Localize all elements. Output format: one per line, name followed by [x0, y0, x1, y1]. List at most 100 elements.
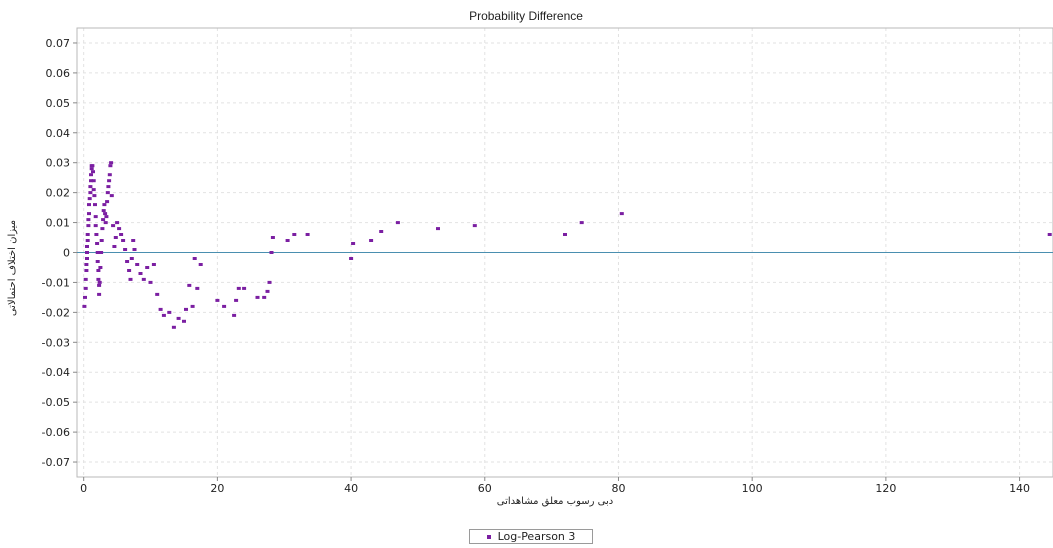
data-point	[85, 251, 89, 254]
data-point	[89, 179, 93, 183]
data-point	[96, 269, 101, 272]
data-point	[86, 218, 91, 222]
data-point	[87, 203, 91, 207]
data-point	[190, 304, 195, 308]
data-point	[129, 257, 134, 260]
data-point	[106, 185, 111, 189]
data-point	[176, 316, 181, 320]
data-point	[95, 260, 100, 263]
data-point	[121, 239, 126, 242]
data-point	[255, 295, 260, 299]
y-tick-label: -0.06	[42, 426, 70, 439]
legend: Log-Pearson 3	[469, 529, 593, 544]
data-point	[141, 277, 146, 281]
data-point	[148, 280, 153, 284]
data-point	[85, 245, 89, 248]
data-point	[192, 257, 197, 260]
data-point	[88, 185, 93, 189]
data-point	[87, 212, 91, 216]
data-point	[236, 286, 241, 290]
y-tick-label: 0.01	[46, 217, 71, 230]
data-point	[83, 286, 88, 290]
data-point	[619, 212, 624, 216]
y-tick-label: -0.04	[42, 366, 70, 379]
data-point	[109, 161, 114, 165]
x-axis-title: دبی رسوب معلق مشاهداتی	[497, 496, 613, 507]
data-point	[103, 212, 108, 216]
legend-marker-icon	[486, 534, 491, 539]
data-point	[145, 266, 150, 269]
data-point	[99, 251, 104, 254]
data-point	[267, 280, 272, 284]
x-tick-label: 100	[742, 482, 763, 495]
data-point	[369, 239, 374, 242]
x-tick-label: 20	[210, 482, 224, 495]
data-point	[117, 227, 122, 231]
data-point	[131, 239, 136, 242]
data-point	[113, 236, 118, 239]
data-point	[111, 224, 116, 228]
data-point	[127, 269, 132, 272]
data-point	[232, 313, 237, 317]
data-point	[83, 295, 87, 299]
data-point	[92, 194, 97, 198]
data-point	[1047, 233, 1052, 236]
data-point	[161, 313, 166, 317]
data-point	[351, 242, 356, 245]
data-point	[123, 248, 128, 251]
data-point	[103, 221, 108, 225]
data-point	[119, 233, 124, 236]
data-point	[101, 218, 106, 222]
data-point	[85, 233, 90, 236]
data-point	[395, 221, 400, 225]
y-tick-label: 0.06	[46, 67, 71, 80]
data-point	[242, 286, 247, 290]
data-point	[105, 191, 110, 195]
legend-label: Log-Pearson 3	[497, 530, 576, 543]
y-tick-label: 0.03	[46, 157, 71, 170]
data-point	[107, 173, 112, 177]
data-point	[182, 319, 186, 323]
data-point	[112, 245, 117, 248]
data-point	[135, 263, 140, 266]
data-point	[379, 230, 384, 233]
y-tick-label: 0.02	[46, 187, 71, 200]
data-point	[85, 257, 89, 260]
y-tick-label: 0	[63, 247, 70, 260]
data-point	[104, 215, 109, 219]
data-point	[89, 167, 94, 171]
data-point	[234, 298, 239, 302]
data-point	[108, 164, 113, 168]
y-tick-label: 0.05	[46, 97, 71, 110]
data-point	[155, 292, 160, 296]
data-point	[88, 191, 93, 195]
data-point	[184, 307, 188, 311]
data-point	[84, 269, 89, 272]
y-axis-ticks: 0.07 0.06 0.05 0.04 0.03 0.02 0.01 0 -0.01 -0.02 -…	[42, 37, 77, 469]
data-point	[436, 227, 440, 231]
y-tick-label: -0.03	[42, 336, 70, 349]
data-point	[115, 221, 120, 225]
x-tick-label: 120	[875, 482, 896, 495]
series-log-pearson-3	[82, 161, 1052, 329]
data-point	[158, 307, 163, 311]
data-point	[93, 224, 98, 228]
data-point	[89, 173, 93, 177]
y-tick-label: 0.07	[46, 37, 71, 50]
data-point	[151, 263, 156, 266]
y-axis-title: میزان اختلاف احتمالاتی	[7, 220, 18, 316]
data-point	[82, 304, 87, 308]
x-tick-label: 0	[80, 482, 87, 495]
x-tick-label: 140	[1009, 482, 1030, 495]
data-point	[87, 197, 92, 201]
y-tick-label: -0.02	[42, 306, 70, 319]
y-tick-label: -0.07	[42, 456, 70, 469]
data-point	[84, 263, 89, 266]
data-point	[128, 277, 133, 281]
data-point	[262, 295, 267, 299]
data-point	[91, 170, 95, 174]
data-point	[269, 251, 274, 254]
data-point	[83, 277, 88, 281]
data-point	[167, 310, 172, 314]
data-point	[91, 179, 96, 183]
